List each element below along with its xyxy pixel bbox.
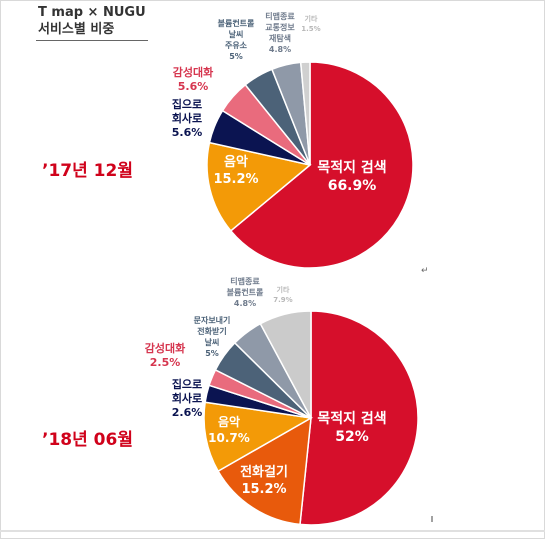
pie2-label-7: 티맵종료 볼륨컨트롤 4.8% — [227, 276, 264, 308]
pie2-label-4: 집으로 회사로 2.6% — [172, 377, 203, 419]
period-label-2017: ’17년 12월 — [42, 161, 133, 181]
pie2-slice-3 — [203, 401, 314, 473]
title-line-2: 서비스별 비중 — [38, 22, 115, 37]
pie2-label-3: 음악 10.7% — [208, 414, 250, 445]
chart-title: T map × NUGU 서비스별 비중 — [38, 4, 146, 38]
pie2-slice-1 — [299, 310, 419, 526]
pie1-slice-7 — [299, 61, 311, 166]
pie2-label-6: 문자보내기 전화받기 날씨 5% — [194, 315, 231, 358]
pie2-label-2: 전화걸기 15.2% — [240, 464, 288, 497]
pie1-label-1: 목적지 검색 66.9% — [317, 159, 386, 194]
pie1-slice-1 — [229, 61, 414, 269]
pie1-slice-2 — [206, 141, 312, 232]
period-label-2018: ’18년 06월 — [42, 430, 133, 450]
pie2-slice-8 — [259, 310, 312, 419]
pie1-label-3: 집으로 회사로 5.6% — [172, 97, 203, 139]
bottom-scrollbar[interactable] — [0, 530, 545, 532]
title-line-1: T map × NUGU — [38, 5, 146, 20]
pie1-label-5: 볼륨컨트롤 날씨 주유소 5% — [218, 18, 255, 61]
pie2-label-5: 감성대화 2.5% — [145, 341, 185, 369]
pie1-label-4: 감성대화 5.6% — [173, 65, 213, 93]
return-mark-icon: ↵ — [421, 266, 429, 276]
pie2-label-8: 기타 7.9% — [273, 285, 292, 304]
pie1-label-6: 티맵종료 교통정보 재탐색 4.8% — [265, 11, 295, 54]
pie1-label-7: 기타 1.5% — [301, 14, 320, 33]
pie1-label-2: 음악 15.2% — [213, 154, 258, 187]
pie2-label-1: 목적지 검색 52% — [317, 410, 386, 445]
pie2-slice-2 — [217, 416, 312, 526]
title-underline — [36, 40, 148, 41]
